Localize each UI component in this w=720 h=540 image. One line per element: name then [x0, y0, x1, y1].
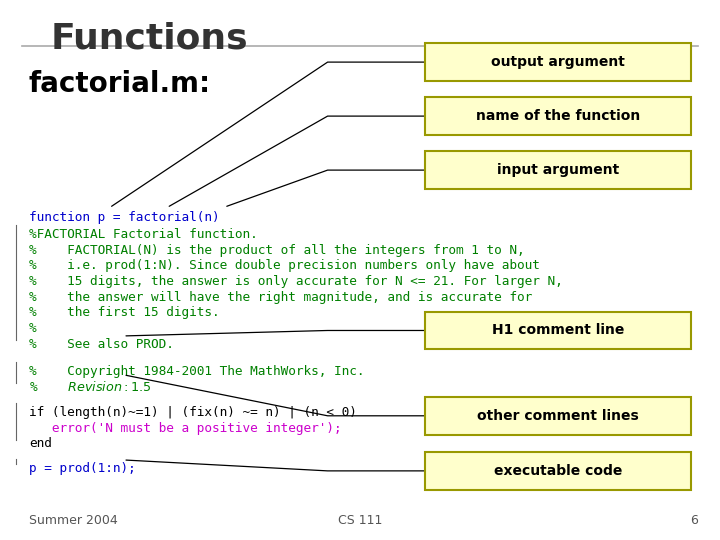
Text: %    15 digits, the answer is only accurate for N <= 21. For larger N,: % 15 digits, the answer is only accurate…: [29, 275, 562, 288]
FancyBboxPatch shape: [425, 452, 691, 490]
Text: 6: 6: [690, 514, 698, 526]
Text: factorial.m:: factorial.m:: [29, 70, 211, 98]
Text: executable code: executable code: [494, 464, 622, 478]
Text: %    i.e. prod(1:N). Since double precision numbers only have about: % i.e. prod(1:N). Since double precision…: [29, 259, 540, 272]
Text: input argument: input argument: [497, 163, 619, 177]
Text: function p = factorial(n): function p = factorial(n): [29, 211, 220, 224]
Text: end: end: [29, 437, 52, 450]
Text: %    See also PROD.: % See also PROD.: [29, 338, 174, 350]
FancyBboxPatch shape: [425, 43, 691, 81]
Text: Functions: Functions: [50, 22, 248, 56]
Text: %    FACTORIAL(N) is the product of all the integers from 1 to N,: % FACTORIAL(N) is the product of all the…: [29, 244, 524, 256]
FancyBboxPatch shape: [425, 97, 691, 135]
Text: %FACTORIAL Factorial function.: %FACTORIAL Factorial function.: [29, 228, 258, 241]
FancyBboxPatch shape: [425, 151, 691, 189]
Text: output argument: output argument: [491, 55, 625, 69]
Text: name of the function: name of the function: [476, 109, 640, 123]
Text: CS 111: CS 111: [338, 514, 382, 526]
Text: other comment lines: other comment lines: [477, 409, 639, 423]
Text: %    $Revision: 1.5 $: % $Revision: 1.5 $: [29, 380, 151, 394]
Text: %: %: [29, 322, 37, 335]
Text: %    Copyright 1984-2001 The MathWorks, Inc.: % Copyright 1984-2001 The MathWorks, Inc…: [29, 364, 364, 377]
Text: %    the answer will have the right magnitude, and is accurate for: % the answer will have the right magnitu…: [29, 291, 532, 303]
Text: error('N must be a positive integer');: error('N must be a positive integer');: [29, 422, 341, 435]
FancyBboxPatch shape: [425, 397, 691, 435]
Text: Summer 2004: Summer 2004: [29, 514, 117, 526]
Text: H1 comment line: H1 comment line: [492, 323, 624, 338]
Text: %    the first 15 digits.: % the first 15 digits.: [29, 306, 220, 319]
Text: if (length(n)~=1) | (fix(n) ~= n) | (n < 0): if (length(n)~=1) | (fix(n) ~= n) | (n <…: [29, 406, 356, 419]
Text: p = prod(1:n);: p = prod(1:n);: [29, 462, 135, 475]
FancyBboxPatch shape: [425, 312, 691, 349]
